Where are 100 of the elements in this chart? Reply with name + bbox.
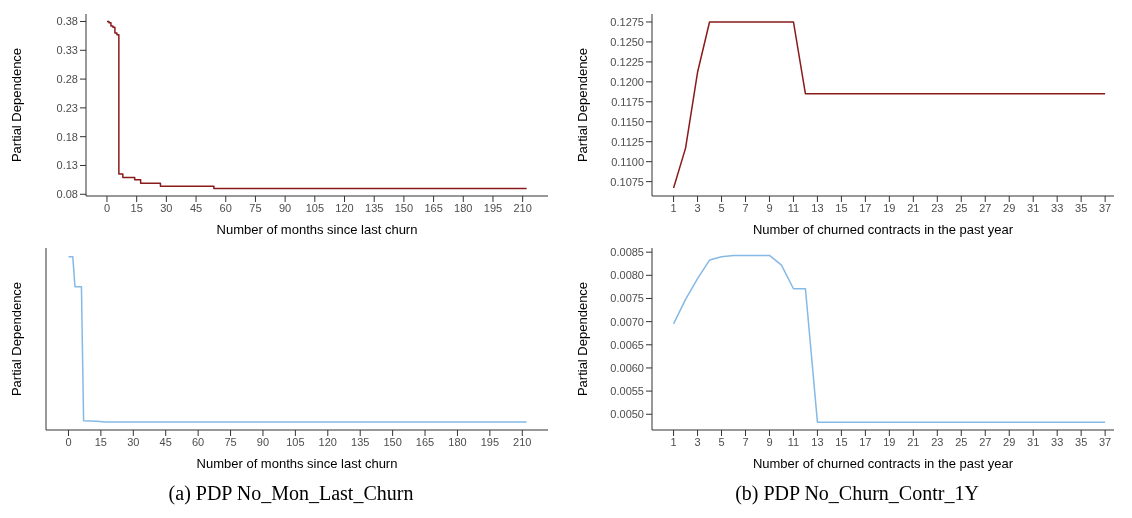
x-tick-label: 5 — [718, 201, 725, 214]
x-tick-label: 7 — [742, 435, 749, 448]
x-tick-label: 105 — [286, 435, 305, 448]
x-tick-label: 150 — [383, 435, 402, 448]
y-tick-label: 0.1150 — [611, 115, 644, 128]
x-tick-label: 210 — [513, 201, 532, 214]
y-axis-title: Partial Dependence — [8, 281, 24, 397]
x-tick-label: 11 — [787, 435, 800, 448]
x-tick-label: 19 — [883, 435, 896, 448]
y-axis-title: Partial Dependence — [8, 47, 24, 163]
y-tick-label: 0.33 — [56, 44, 78, 57]
x-tick-label: 21 — [907, 201, 920, 214]
x-tick-label: 13 — [811, 435, 824, 448]
x-tick-label: 150 — [394, 201, 414, 214]
y-tick-label: 0.13 — [56, 159, 78, 172]
x-tick-label: 180 — [454, 201, 473, 214]
y-tick-label: 0.1200 — [610, 75, 644, 88]
x-tick-label: 15 — [835, 435, 848, 448]
x-tick-label: 15 — [130, 201, 143, 214]
y-tick-label: 0.1075 — [610, 175, 644, 188]
y-tick-label: 0.1275 — [610, 15, 644, 28]
y-tick-label: 0.0050 — [610, 408, 644, 421]
x-tick-label: 3 — [694, 435, 701, 448]
x-tick-label: 19 — [883, 201, 896, 214]
x-tick-label: 195 — [483, 201, 503, 214]
y-tick-label: 0.28 — [56, 72, 78, 85]
x-tick-label: 15 — [94, 435, 108, 448]
x-tick-label: 60 — [192, 435, 205, 448]
y-tick-label: 0.0080 — [610, 269, 644, 282]
x-tick-label: 3 — [694, 201, 701, 214]
y-tick-label: 0.23 — [56, 101, 78, 114]
x-tick-label: 21 — [907, 435, 920, 448]
x-tick-label: 29 — [1003, 201, 1016, 214]
x-tick-label: 23 — [931, 435, 944, 448]
y-tick-label: 0.38 — [56, 15, 78, 28]
line-series — [672, 21, 1106, 189]
x-tick-label: 45 — [159, 435, 172, 448]
y-tick-label: 0.1125 — [611, 135, 644, 148]
x-tick-label: 60 — [219, 201, 232, 214]
x-tick-label: 90 — [256, 435, 270, 448]
x-tick-label: 37 — [1099, 435, 1112, 448]
x-tick-label: 23 — [931, 201, 944, 214]
y-tick-label: 0.0075 — [610, 292, 644, 305]
x-tick-label: 75 — [249, 201, 262, 214]
line-series — [672, 254, 1106, 423]
x-tick-label: 7 — [742, 201, 749, 214]
x-tick-label: 27 — [979, 201, 992, 214]
x-tick-label: 75 — [224, 435, 237, 448]
y-tick-label: 0.1175 — [611, 95, 644, 108]
y-tick-label: 0.08 — [56, 188, 78, 201]
text: (b) PDP No_Churn_Contr_1Y — [734, 482, 980, 505]
y-tick-label: 0.0085 — [610, 246, 644, 259]
x-tick-label: 35 — [1075, 201, 1088, 214]
x-axis-title: Number of churned contracts in the past year — [752, 456, 1014, 471]
y-tick-label: 0.1250 — [610, 35, 644, 48]
x-tick-label: 29 — [1003, 435, 1016, 448]
x-tick-label: 9 — [766, 435, 773, 448]
x-tick-label: 135 — [365, 201, 384, 214]
x-tick-label: 9 — [766, 201, 773, 214]
y-tick-label: 0.0060 — [610, 361, 644, 374]
y-tick-label: 0.0070 — [610, 315, 644, 328]
x-tick-label: 165 — [415, 435, 435, 448]
x-tick-label: 37 — [1099, 201, 1112, 214]
x-tick-label: 17 — [859, 435, 872, 448]
x-tick-label: 195 — [480, 435, 500, 448]
y-tick-label: 0.0055 — [610, 385, 644, 397]
x-tick-label: 1 — [670, 435, 677, 448]
x-axis-title: Number of months since last churn — [216, 222, 418, 237]
y-tick-label: 0.1225 — [610, 55, 644, 68]
x-tick-label: 120 — [318, 435, 337, 448]
x-axis-title: Number of churned contracts in the past year — [752, 222, 1014, 237]
x-tick-label: 11 — [787, 201, 800, 214]
x-tick-label: 180 — [448, 435, 467, 448]
x-tick-label: 35 — [1075, 435, 1088, 448]
x-tick-label: 0 — [103, 201, 111, 214]
x-tick-label: 165 — [424, 201, 443, 214]
x-tick-label: 31 — [1027, 435, 1040, 448]
y-axis-title: Partial Dependence — [574, 281, 590, 397]
x-tick-label: 45 — [189, 201, 203, 214]
x-tick-label: 90 — [279, 201, 292, 214]
x-tick-label: 1 — [670, 201, 677, 214]
x-axis-title: Number of months since last churn — [196, 456, 398, 471]
x-tick-label: 25 — [955, 201, 968, 214]
x-tick-label: 13 — [811, 201, 824, 214]
y-tick-label: 0.0065 — [610, 338, 644, 351]
x-tick-label: 33 — [1051, 201, 1064, 214]
x-tick-label: 27 — [979, 435, 992, 448]
x-tick-label: 105 — [305, 201, 324, 214]
y-tick-label: 0.1100 — [611, 155, 644, 168]
x-tick-label: 30 — [127, 435, 140, 448]
x-tick-label: 135 — [351, 435, 370, 448]
x-tick-label: 15 — [835, 201, 848, 214]
x-tick-label: 33 — [1051, 435, 1064, 448]
x-tick-label: 30 — [160, 201, 173, 214]
text: (a) PDP No_Mon_Last_Churn — [167, 482, 415, 505]
x-tick-label: 210 — [513, 435, 532, 448]
y-tick-label: 0.18 — [56, 130, 78, 143]
x-tick-label: 120 — [335, 201, 354, 214]
x-tick-label: 25 — [955, 435, 968, 448]
y-axis-title: Partial Dependence — [574, 47, 590, 163]
